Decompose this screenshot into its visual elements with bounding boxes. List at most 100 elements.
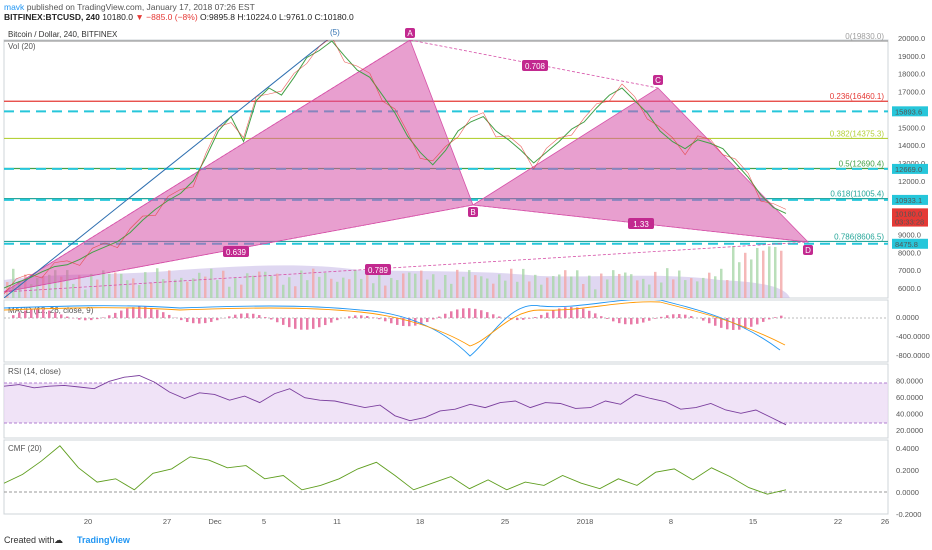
price-series[interactable]: [4, 40, 787, 289]
point-c-label: C: [655, 76, 661, 85]
date-tick-5: 18: [416, 517, 424, 526]
point-b-label: B: [470, 208, 475, 217]
point-d-label: D: [805, 246, 811, 255]
axis-badge-4: [892, 216, 928, 227]
price-tick-2: 18000.0: [898, 70, 925, 79]
date-tick-8: 8: [669, 517, 673, 526]
rsi-tick-2: 40.0000: [896, 409, 923, 418]
price-tick-6: 14000.0: [898, 141, 925, 150]
byline: mavk published on TradingView.com, Janua…: [4, 2, 255, 12]
elliott-wave-label: (5): [330, 28, 340, 37]
ratio-badge-3: [365, 264, 391, 275]
rsi-tick-3: 20.0000: [896, 426, 923, 435]
point-b-badge[interactable]: [468, 207, 478, 217]
axis-badge-0: [892, 106, 928, 117]
fib-label-0: 0(19830.0): [845, 32, 884, 41]
ratio-badge-1: [628, 218, 654, 229]
ohlc-bar: BITFINEX:BTCUSD, 240 10180.0 ▼ −885.0 (−…: [4, 12, 354, 22]
cmf-tick-1: 0.2000: [896, 466, 919, 475]
high-value: H:10224.0: [237, 12, 277, 22]
date-tick-3: 5: [262, 517, 266, 526]
date-tick-10: 22: [834, 517, 842, 526]
author-link[interactable]: mavk: [4, 2, 25, 12]
price-tick-8: 12000.0: [898, 177, 925, 186]
price-tick-14: 6000.0: [898, 284, 921, 293]
axis-badge-text-1: 12669.0: [895, 165, 922, 174]
ratio-label-2: 0.639: [226, 248, 247, 257]
axis-badge-text-0: 15893.6: [895, 107, 922, 116]
macd-tick-0: 0.0000: [896, 313, 919, 322]
axis-badge-text-4: 03:33:28: [895, 218, 924, 227]
price-tick-1: 19000.0: [898, 52, 925, 61]
date-tick-2: Dec: [208, 517, 222, 526]
footer: Created with ☁ TradingView: [0, 530, 932, 550]
macd-tick-2: -800.0000: [896, 351, 930, 360]
price-change: −885.0 (−8%): [146, 12, 198, 22]
axis-badge-text-2: 10933.1: [895, 196, 922, 205]
last-price: 10180.0: [102, 12, 133, 22]
fib-label-4: 0.618(11005.4): [830, 190, 884, 199]
point-d-badge[interactable]: [803, 245, 813, 255]
elliott-trend-line[interactable]: [4, 33, 336, 298]
price-tick-12: 8000.0: [898, 248, 921, 257]
date-tick-6: 25: [501, 517, 509, 526]
down-arrow-icon: ▼: [135, 12, 144, 22]
date-tick-7: 2018: [577, 517, 594, 526]
date-tick-9: 15: [749, 517, 757, 526]
cmf-pane-title: CMF (20): [8, 444, 42, 453]
ratio-label-3: 0.789: [368, 266, 389, 275]
macd-layer: [4, 300, 888, 357]
axis-badge-1: [892, 163, 928, 174]
axis-badge-text-5: 8475.8: [895, 240, 918, 249]
ratio-badge-2: [223, 246, 249, 257]
macd-tick-1: -400.0000: [896, 332, 930, 341]
rsi-pane-title: RSI (14, close): [8, 367, 61, 376]
rsi-band: [4, 383, 888, 423]
axis-badge-5: [892, 238, 928, 249]
symbol: BITFINEX:BTCUSD, 240: [4, 12, 100, 22]
ratio-label-1: 1.33: [633, 220, 649, 229]
price-pane-title: Bitcoin / Dollar, 240, BITFINEX: [8, 30, 118, 39]
date-tick-4: 11: [333, 517, 341, 526]
point-c-badge[interactable]: [653, 75, 663, 85]
point-a-badge[interactable]: [405, 28, 415, 38]
axis-badge-3: [892, 208, 928, 219]
cmf-tick-2: 0.0000: [896, 488, 919, 497]
price-tick-7: 13000.0: [898, 159, 925, 168]
cmf-tick-3: -0.2000: [896, 510, 921, 519]
axis-badge-text-3: 10180.0: [895, 209, 922, 218]
price-tick-3: 17000.0: [898, 88, 925, 97]
fib-label-5: 0.786(8606.5): [834, 232, 884, 241]
ratio-badge-0: [522, 60, 548, 71]
date-tick-1: 27: [163, 517, 171, 526]
published-text: published on TradingView.com, January 17…: [26, 2, 255, 12]
tradingview-logo-link[interactable]: TradingView: [77, 535, 130, 545]
rsi-series[interactable]: [4, 375, 787, 426]
low-value: L:9761.0: [279, 12, 313, 22]
point-a-label: A: [407, 29, 413, 38]
open-value: O:9895.8: [200, 12, 236, 22]
axis-badge-2: [892, 194, 928, 205]
fib-label-1: 0.236(16460.1): [830, 92, 885, 101]
date-tick-0: 20: [84, 517, 92, 526]
date-tick-11: 26: [881, 517, 889, 526]
price-tick-11: 9000.0: [898, 230, 921, 239]
created-with-text: Created with: [4, 535, 55, 545]
cmf-series[interactable]: [4, 445, 787, 495]
fib-label-3: 0.5(12690.4): [839, 160, 885, 169]
price-tick-0: 20000.0: [898, 34, 925, 43]
price-tick-5: 15000.0: [898, 123, 925, 132]
ratio-label-0: 0.708: [525, 62, 546, 71]
volume-pane-title: Vol (20): [8, 42, 36, 51]
harmonic-pattern[interactable]: [4, 33, 810, 298]
rsi-tick-0: 80.0000: [896, 376, 923, 385]
cmf-tick-0: 0.4000: [896, 444, 919, 453]
price-tick-13: 7000.0: [898, 266, 921, 275]
chart-canvas[interactable]: Bitcoin / Dollar, 240, BITFINEX Vol (20)…: [0, 0, 932, 530]
macd-pane-title: MACD (12, 26, close, 9): [8, 306, 94, 315]
tradingview-cloud-icon: ☁: [54, 535, 63, 545]
macd-pane-frame: [3, 299, 889, 363]
pattern-xd-line: [4, 241, 809, 293]
rsi-tick-1: 60.0000: [896, 393, 923, 402]
close-value: C:10180.0: [314, 12, 354, 22]
